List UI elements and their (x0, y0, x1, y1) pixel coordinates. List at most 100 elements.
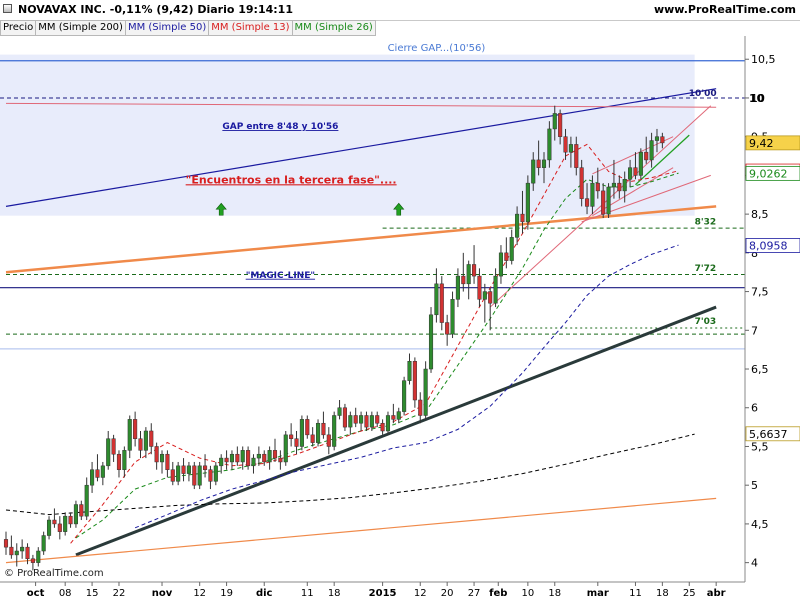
candle (525, 175, 530, 230)
candle-body (224, 457, 229, 463)
candle-body (165, 453, 170, 470)
candle (402, 376, 407, 416)
candle (601, 183, 606, 218)
candle-body (649, 140, 654, 161)
candle-body (278, 457, 283, 463)
y-tick-label: 6 (751, 402, 758, 415)
candle-body (337, 407, 342, 416)
candle-body (633, 167, 638, 176)
legend-sma50[interactable]: MM (Simple 50) (125, 20, 210, 36)
legend-price[interactable]: Precio (0, 20, 37, 36)
candle-body (622, 179, 627, 192)
candle (111, 434, 116, 462)
legend-sma200[interactable]: MM (Simple 200) (36, 20, 126, 36)
annotation-0: Cierre GAP...(10'56) (388, 43, 486, 54)
candle (229, 450, 235, 470)
candle-body (143, 430, 148, 451)
candle-body (584, 198, 590, 207)
site-link[interactable]: www.ProRealTime.com (653, 3, 796, 16)
candle-body (14, 550, 19, 556)
candle-body (660, 136, 665, 144)
candle (455, 268, 460, 308)
candle (574, 136, 579, 176)
candle (649, 132, 654, 168)
price-label: 8,0958 (749, 239, 788, 252)
candle (3, 531, 9, 555)
candle (25, 543, 30, 565)
y-tick-label: 7,5 (751, 286, 769, 299)
x-tick-label: mar (587, 588, 609, 599)
candle-body (36, 550, 41, 563)
x-tick-label: 19 (220, 588, 233, 599)
candle (315, 419, 321, 447)
candle (348, 411, 353, 435)
candle-body (100, 465, 105, 478)
y-tick-label: 10 (751, 92, 765, 105)
candle (445, 314, 450, 346)
candle (283, 430, 288, 466)
candle (84, 477, 89, 521)
candle (9, 535, 14, 559)
candle (536, 140, 541, 176)
annotations: Cierre GAP...(10'56) 10'00 GAP entre 8'48 … (186, 43, 717, 327)
candle-body (272, 450, 278, 459)
candle-body (46, 519, 52, 536)
candle (558, 109, 563, 145)
legend-sma13[interactable]: MM (Simple 13) (209, 20, 293, 36)
candle-body (79, 504, 84, 517)
candle-body (256, 453, 261, 459)
candle (321, 411, 326, 439)
candle-body (267, 450, 272, 463)
candle (515, 206, 520, 246)
candle-body (63, 515, 68, 532)
x-tick-label: 18 (656, 588, 669, 599)
price-label-box (745, 426, 800, 442)
price-label-box (745, 135, 800, 151)
candle (520, 190, 525, 234)
candle-body (353, 415, 358, 424)
annotation-6: 7'72 (695, 264, 717, 274)
candle-body (531, 159, 536, 184)
candle (606, 183, 611, 218)
candle (428, 307, 434, 373)
trendline-5 (489, 105, 712, 308)
y-tick-label: 4 (751, 557, 758, 570)
candle (20, 539, 25, 559)
candle-body (299, 419, 304, 447)
candle-body (574, 144, 579, 168)
candle-body (466, 264, 471, 285)
candle (219, 454, 224, 474)
candle (224, 450, 229, 470)
candle (504, 237, 509, 269)
candle-body (595, 182, 600, 192)
x-tick-label: 08 (59, 588, 72, 599)
y-tick-label: 8,5 (751, 208, 769, 221)
x-tick-label: nov (152, 588, 173, 599)
window-icon[interactable] (3, 4, 12, 13)
x-tick-label: dic (256, 588, 273, 599)
candle (493, 268, 498, 308)
candle (332, 411, 337, 451)
candle-body (520, 213, 525, 223)
legend-sma26[interactable]: MM (Simple 26) (292, 20, 376, 36)
candle-body (326, 434, 331, 447)
candle (568, 136, 573, 168)
candle (407, 353, 412, 385)
candle-body (536, 159, 541, 168)
x-tick-label: 11 (629, 588, 642, 599)
candle-body (9, 546, 14, 556)
candle (563, 128, 568, 160)
candle-body (509, 237, 514, 261)
copyright-text: © ProRealTime.com (4, 568, 104, 579)
candle (278, 450, 283, 470)
candle (251, 454, 256, 474)
candle-body (154, 446, 159, 463)
candle-body (493, 275, 498, 304)
candle (531, 152, 536, 191)
candle (208, 465, 213, 490)
candle-body (3, 539, 9, 548)
candle-body (638, 151, 643, 176)
candle (477, 268, 482, 308)
candle-body (385, 415, 391, 432)
